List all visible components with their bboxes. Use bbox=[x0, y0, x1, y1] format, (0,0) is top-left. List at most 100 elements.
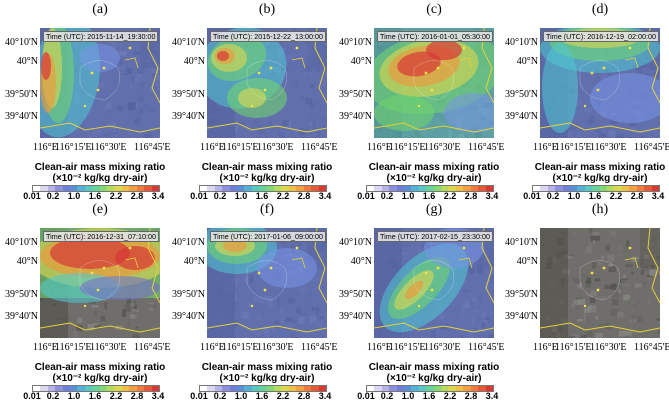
colorbar-title-line1: Clean-air mass mixing ratio bbox=[20, 362, 180, 373]
x-tick-label: 116°15'E bbox=[222, 142, 259, 153]
road-overlay bbox=[40, 228, 160, 338]
colorbar-tick-label: 3.4 bbox=[486, 191, 499, 201]
colorbar-title-line2: (×10⁻² kg/kg dry-air) bbox=[187, 373, 347, 384]
x-tick-label: 116°30'E bbox=[424, 142, 461, 153]
colorbar-title: Clean-air mass mixing ratio (×10⁻² kg/kg… bbox=[20, 162, 180, 184]
colorbar-title-line2: (×10⁻² kg/kg dry-air) bbox=[520, 173, 669, 184]
colorbar-swatch bbox=[122, 186, 129, 191]
colorbar-tick-label: 1.6 bbox=[423, 191, 436, 201]
panel-label: (a) bbox=[70, 2, 130, 18]
y-tick-label: 39°40'N bbox=[339, 311, 372, 322]
x-tick-label: 116°15'E bbox=[555, 142, 592, 153]
x-tick-label: 116°15'E bbox=[55, 342, 92, 353]
colorbar-swatch bbox=[289, 186, 296, 191]
colorbar-swatch bbox=[289, 386, 296, 391]
y-tick-label: 39°50'N bbox=[505, 89, 538, 100]
y-tick-label: 40°10'N bbox=[172, 237, 205, 248]
colorbar-tick-label: 3.4 bbox=[152, 191, 165, 201]
colorbar-swatch bbox=[622, 186, 629, 191]
y-tick-label: 40°10'N bbox=[339, 237, 372, 248]
colorbar-swatch bbox=[478, 186, 485, 191]
colorbar-swatch bbox=[456, 386, 463, 391]
colorbar-title-line2: (×10⁻² kg/kg dry-air) bbox=[187, 173, 347, 184]
y-tick-label: 39°40'N bbox=[172, 111, 205, 122]
colorbar-title-line1: Clean-air mass mixing ratio bbox=[520, 162, 669, 173]
colorbar-tick-label: 1.0 bbox=[402, 191, 415, 201]
panel-label: (b) bbox=[237, 2, 297, 18]
y-tick-label: 39°50'N bbox=[172, 289, 205, 300]
y-tick-label: 39°50'N bbox=[5, 289, 38, 300]
colorbar-title-line1: Clean-air mass mixing ratio bbox=[354, 162, 514, 173]
x-tick-label: 116°45'E bbox=[634, 142, 669, 153]
map-panel bbox=[540, 228, 660, 338]
colorbar-tick-label: 2.8 bbox=[131, 191, 144, 201]
colorbar-tick-label: 0.01 bbox=[190, 191, 208, 201]
road-overlay bbox=[207, 228, 327, 338]
y-tick-label: 40°N bbox=[351, 56, 372, 67]
colorbar-tick-label: 0.2 bbox=[381, 191, 394, 201]
colorbar-tick-label: 3.4 bbox=[319, 191, 332, 201]
colorbar-tick-label: 1.6 bbox=[589, 191, 602, 201]
x-tick-label: 116°30'E bbox=[90, 142, 127, 153]
y-tick-label: 39°40'N bbox=[5, 311, 38, 322]
x-tick-label: 116°15'E bbox=[222, 342, 259, 353]
panel-label: (g) bbox=[404, 202, 464, 218]
x-tick-label: 116°30'E bbox=[590, 342, 627, 353]
panel-label: (d) bbox=[570, 2, 630, 18]
y-tick-label: 39°50'N bbox=[339, 289, 372, 300]
timestamp-label: Time (UTC): 2015-12-22_13:00:00 bbox=[210, 31, 326, 42]
timestamp-label: Time (UTC): 2017-02-15_23:30:00 bbox=[377, 231, 493, 242]
x-tick-label: 116°45'E bbox=[301, 142, 338, 153]
colorbar-tick-label: 1.0 bbox=[68, 191, 81, 201]
map-panel: Time (UTC): 2016-12-19_02:00:00 bbox=[540, 28, 660, 138]
y-tick-label: 40°10'N bbox=[505, 37, 538, 48]
road-overlay bbox=[374, 228, 494, 338]
road-overlay bbox=[540, 228, 660, 338]
timestamp-label: Time (UTC): 2016-12-19_02:00:00 bbox=[543, 31, 659, 42]
y-tick-label: 40°10'N bbox=[505, 237, 538, 248]
timestamp-label: Time (UTC): 2015-11-14_19:30:00 bbox=[43, 31, 158, 42]
colorbar-tick-label: 1.0 bbox=[568, 191, 581, 201]
y-tick-label: 40°N bbox=[184, 56, 205, 67]
panel-label: (h) bbox=[570, 202, 630, 218]
y-tick-label: 39°50'N bbox=[172, 89, 205, 100]
colorbar-swatch bbox=[456, 186, 463, 191]
panel-label: (e) bbox=[70, 202, 130, 218]
y-tick-label: 40°N bbox=[517, 256, 538, 267]
colorbar-title-line1: Clean-air mass mixing ratio bbox=[354, 362, 514, 373]
x-tick-label: 116°15'E bbox=[389, 142, 426, 153]
y-tick-label: 40°10'N bbox=[339, 37, 372, 48]
colorbar-title: Clean-air mass mixing ratio (×10⁻² kg/kg… bbox=[354, 162, 514, 184]
map-panel: Time (UTC): 2017-01-06_09:00:00 bbox=[207, 228, 327, 338]
timestamp-label: Time (UTC): 2016-12-31_07:10:00 bbox=[43, 231, 159, 242]
colorbar-title: Clean-air mass mixing ratio (×10⁻² kg/kg… bbox=[354, 362, 514, 384]
y-tick-label: 39°40'N bbox=[505, 111, 538, 122]
colorbar-title: Clean-air mass mixing ratio (×10⁻² kg/kg… bbox=[187, 362, 347, 384]
colorbar-title-line2: (×10⁻² kg/kg dry-air) bbox=[20, 373, 180, 384]
panel-label: (f) bbox=[237, 202, 297, 218]
x-tick-label: 116°30'E bbox=[257, 142, 294, 153]
x-tick-label: 116°45'E bbox=[468, 142, 505, 153]
y-tick-label: 40°N bbox=[351, 256, 372, 267]
colorbar-tick-label: 1.6 bbox=[256, 191, 269, 201]
x-tick-label: 116°45'E bbox=[301, 342, 338, 353]
x-tick-label: 116°30'E bbox=[424, 342, 461, 353]
panel-label: (c) bbox=[404, 2, 464, 18]
y-tick-label: 40°10'N bbox=[5, 37, 38, 48]
x-tick-label: 116°15'E bbox=[389, 342, 426, 353]
x-tick-label: 116°45'E bbox=[134, 142, 171, 153]
x-tick-label: 116°45'E bbox=[468, 342, 505, 353]
map-panel: Time (UTC): 2016-01-01_05:30:00 bbox=[374, 28, 494, 138]
y-tick-label: 40°N bbox=[17, 56, 38, 67]
y-tick-label: 39°40'N bbox=[505, 311, 538, 322]
colorbar-swatch bbox=[311, 186, 318, 191]
colorbar-tick-label: 2.2 bbox=[277, 191, 290, 201]
y-tick-label: 40°10'N bbox=[5, 237, 38, 248]
colorbar-title-line1: Clean-air mass mixing ratio bbox=[20, 162, 180, 173]
colorbar-title: Clean-air mass mixing ratio (×10⁻² kg/kg… bbox=[520, 162, 669, 184]
colorbar-swatch bbox=[122, 386, 129, 391]
road-overlay bbox=[374, 28, 494, 138]
colorbar-swatch bbox=[311, 386, 318, 391]
colorbar-tick-label: 2.8 bbox=[298, 191, 311, 201]
colorbar-tick-label: 2.2 bbox=[444, 191, 457, 201]
